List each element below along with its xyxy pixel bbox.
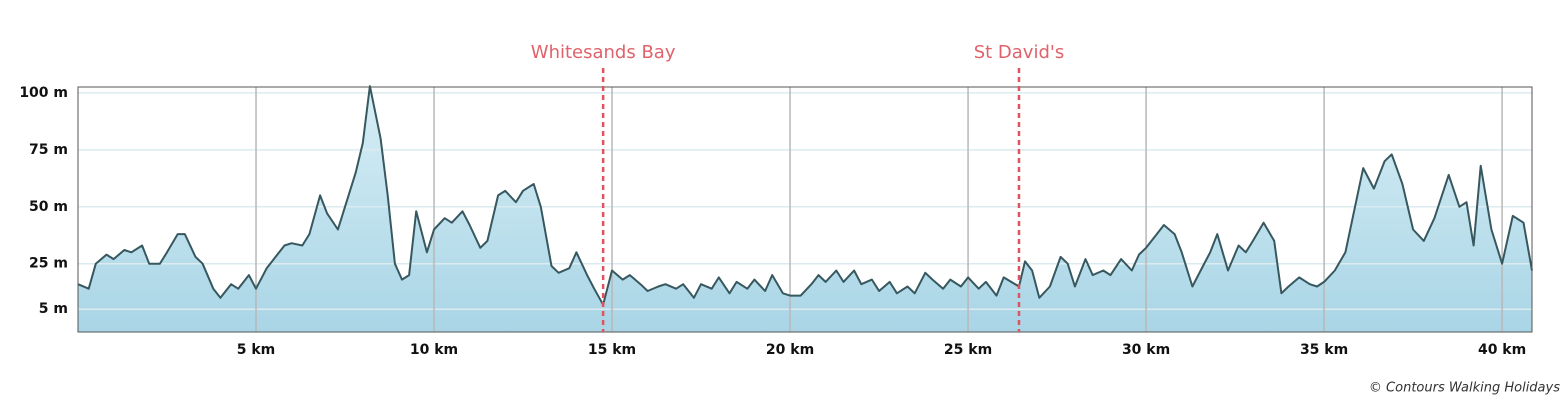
y-tick-label: 100 m (19, 85, 68, 101)
y-tick-label: 75 m (29, 142, 68, 158)
credit: © Contours Walking Holidays (1369, 381, 1560, 396)
area-fill (78, 86, 1532, 332)
y-tick-label: 5 m (39, 301, 68, 317)
x-tick-label: 10 km (410, 342, 458, 358)
marker-label: St David's (974, 42, 1065, 63)
x-tick-label: 15 km (588, 342, 636, 358)
x-tick-label: 35 km (1300, 342, 1348, 358)
x-tick-label: 40 km (1478, 342, 1526, 358)
x-tick-label: 20 km (766, 342, 814, 358)
y-tick-label: 50 m (29, 199, 68, 215)
x-tick-label: 5 km (237, 342, 276, 358)
x-tick-label: 30 km (1122, 342, 1170, 358)
y-tick-label: 25 m (29, 256, 68, 272)
marker-label: Whitesands Bay (531, 42, 676, 63)
elevation-line (77, 85, 1533, 306)
x-tick-label: 25 km (944, 342, 992, 358)
plot-border (77, 86, 1533, 333)
